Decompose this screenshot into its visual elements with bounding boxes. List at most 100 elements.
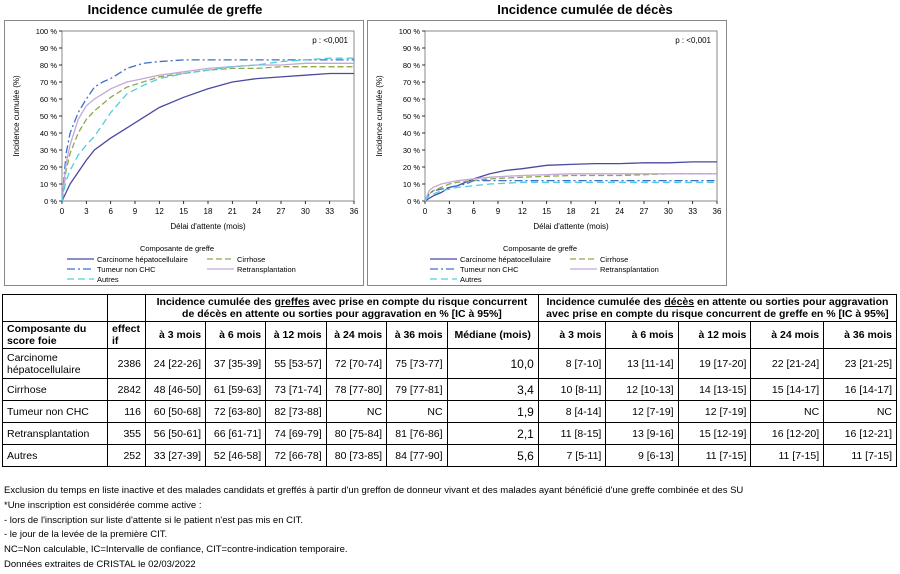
x-tick-label: 9 bbox=[496, 207, 501, 216]
chart-panel-greffe: 0 % 10 % 20 % 30 % 40 % 50 % 60 % 70 % 80 % 90 % 1… bbox=[4, 20, 364, 286]
y-tick-label: 50 % bbox=[40, 112, 57, 121]
y-tick-label: 60 % bbox=[403, 95, 420, 104]
table-cell: 15 [12-19] bbox=[677, 422, 752, 445]
x-tick-label: 30 bbox=[664, 207, 673, 216]
table-cell: 48 [46-50] bbox=[144, 378, 207, 401]
chart-title-deces: Incidence cumulée de décès bbox=[497, 2, 673, 17]
legend-label-1: Cirrhose bbox=[237, 255, 265, 264]
y-axis-label: Incidence cumulée (%) bbox=[375, 75, 384, 157]
table-cell: 2,1 bbox=[446, 422, 539, 445]
table-cell: 19 [17-20] bbox=[677, 348, 752, 379]
col-header-greffe-5: Médiane (mois) bbox=[446, 321, 539, 349]
series-line-2 bbox=[424, 179, 717, 202]
table-row: Autres 252 33 [27-39] 52 [46-58] 72 [66-78] 8… bbox=[2, 444, 897, 467]
table-cell: 23 [21-25] bbox=[823, 348, 897, 379]
legend-label-0: Carcinome hépatocellulaire bbox=[97, 255, 188, 264]
table-cell: 8 [4-14] bbox=[537, 400, 607, 423]
col-header-greffe-3: à 24 mois bbox=[325, 321, 388, 349]
table-cell: 52 [46-58] bbox=[205, 444, 267, 467]
table-cell: 72 [70-74] bbox=[325, 348, 388, 379]
y-tick-label: 40 % bbox=[403, 129, 420, 138]
table-cell: 84 [77-90] bbox=[386, 444, 448, 467]
x-tick-label: 36 bbox=[713, 207, 722, 216]
col-header-deces-2: à 12 mois bbox=[677, 321, 752, 349]
legend-label-3: Retransplantation bbox=[237, 265, 296, 274]
y-tick-label: 100 % bbox=[36, 27, 58, 36]
table-cell: 13 [11-14] bbox=[605, 348, 679, 379]
table-cell: 10 [8-11] bbox=[537, 378, 607, 401]
table-cell: 252 bbox=[107, 444, 146, 467]
x-tick-label: 0 bbox=[423, 207, 428, 216]
y-tick-label: 30 % bbox=[40, 146, 57, 155]
y-tick-label: 20 % bbox=[40, 163, 57, 172]
table-cell: NC bbox=[325, 400, 388, 423]
chart-title-greffe: Incidence cumulée de greffe bbox=[87, 2, 263, 17]
table-cell: 11 [7-15] bbox=[750, 444, 825, 467]
y-tick-label: 80 % bbox=[403, 61, 420, 70]
deces-group-header: Incidence cumulée des décès en attente o… bbox=[537, 294, 898, 322]
table-cell: Carcinome hépatocellulaire bbox=[2, 348, 108, 379]
table-cell: Retransplantation bbox=[2, 422, 108, 445]
legend-label-2: Tumeur non CHC bbox=[460, 265, 519, 274]
series-line-1 bbox=[61, 66, 354, 202]
col-header-greffe-1: à 6 mois bbox=[205, 321, 267, 349]
table-cell: 5,6 bbox=[446, 444, 539, 467]
legend-label-0: Carcinome hépatocellulaire bbox=[460, 255, 551, 264]
chart-panel-deces: 0 % 10 % 20 % 30 % 40 % 50 % 60 % 70 % 80 % 90 % 1… bbox=[367, 20, 727, 286]
table-cell: 13 [9-16] bbox=[605, 422, 679, 445]
results-table: Incidence cumulée des greffes avec prise… bbox=[2, 294, 898, 467]
y-tick-label: 100 % bbox=[399, 27, 421, 36]
table-cell: 12 [7-19] bbox=[605, 400, 679, 423]
chart-greffe: 0 % 10 % 20 % 30 % 40 % 50 % 60 % 70 % 80 % 90 % 1… bbox=[12, 27, 359, 284]
y-tick-label: 40 % bbox=[40, 129, 57, 138]
table-cell: 79 [77-81] bbox=[386, 378, 448, 401]
table-cell: 74 [69-79] bbox=[265, 422, 327, 445]
table-corner-cell bbox=[2, 294, 108, 322]
table-cell: NC bbox=[823, 400, 897, 423]
table-cell: Tumeur non CHC bbox=[2, 400, 108, 423]
x-tick-label: 36 bbox=[350, 207, 359, 216]
series-line-3 bbox=[61, 62, 354, 202]
table-cell: 16 [14-17] bbox=[823, 378, 897, 401]
legend-title: Composante de greffe bbox=[140, 244, 214, 253]
table-cell: 10,0 bbox=[446, 348, 539, 379]
table-cell: 355 bbox=[107, 422, 146, 445]
series-line-0 bbox=[61, 72, 354, 202]
col-header-deces-3: à 24 mois bbox=[750, 321, 825, 349]
col-header-deces-4: à 36 mois bbox=[823, 321, 897, 349]
table-cell: 55 [53-57] bbox=[265, 348, 327, 379]
table-cell: 80 [75-84] bbox=[325, 422, 388, 445]
x-tick-label: 3 bbox=[447, 207, 452, 216]
legend-label-2: Tumeur non CHC bbox=[97, 265, 156, 274]
table-cell: 116 bbox=[107, 400, 146, 423]
x-tick-label: 24 bbox=[615, 207, 624, 216]
table-cell: 33 [27-39] bbox=[144, 444, 207, 467]
plot-area bbox=[424, 30, 718, 202]
table-cell: 66 [61-71] bbox=[205, 422, 267, 445]
x-axis-label: Délai d'attente (mois) bbox=[533, 222, 609, 231]
table-cell: NC bbox=[750, 400, 825, 423]
x-tick-label: 6 bbox=[471, 207, 476, 216]
table-cell: 15 [14-17] bbox=[750, 378, 825, 401]
table-row: Cirrhose 2842 48 [46-50] 61 [59-63] 73 [71-7… bbox=[2, 378, 897, 401]
p-value-annotation: p : <0,001 bbox=[675, 36, 711, 45]
col-header-greffe-0: à 3 mois bbox=[144, 321, 207, 349]
table-cell: 11 [7-15] bbox=[823, 444, 897, 467]
table-cell: 1,9 bbox=[446, 400, 539, 423]
y-tick-label: 20 % bbox=[403, 163, 420, 172]
footnote-line: Exclusion du temps en liste inactive et … bbox=[4, 485, 744, 496]
series-line-4 bbox=[424, 181, 717, 202]
footnotes: Exclusion du temps en liste inactive et … bbox=[4, 484, 743, 573]
table-row: Retransplantation 355 56 [50-61] 66 [61-71]… bbox=[2, 422, 897, 445]
x-tick-label: 0 bbox=[60, 207, 65, 216]
table-cell: NC bbox=[386, 400, 448, 423]
table-cell: 11 [7-15] bbox=[677, 444, 752, 467]
table-cell: Cirrhose bbox=[2, 378, 108, 401]
legend-label-3: Retransplantation bbox=[600, 265, 659, 274]
greffe-group-header: Incidence cumulée des greffes avec prise… bbox=[145, 294, 539, 322]
table-cell: 7 [5-11] bbox=[537, 444, 607, 467]
y-tick-label: 70 % bbox=[40, 78, 57, 87]
p-value-annotation: p : <0,001 bbox=[312, 36, 348, 45]
col-header-component: Composante du score foie bbox=[2, 321, 108, 349]
legend-label-4: Autres bbox=[460, 275, 482, 284]
